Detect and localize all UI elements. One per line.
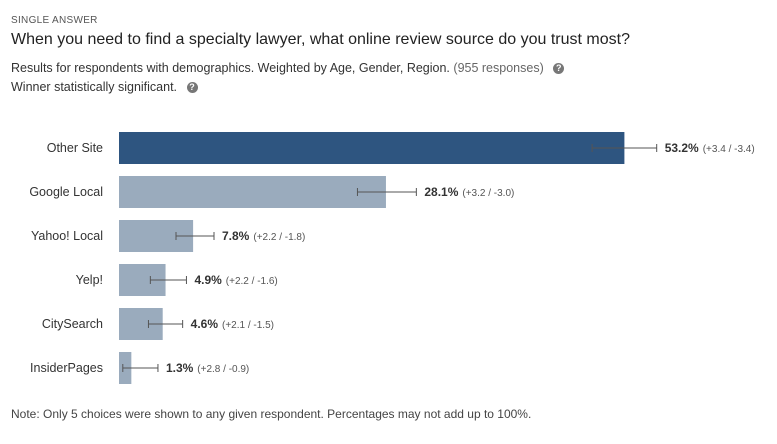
value-percent: 28.1% <box>424 185 458 199</box>
significance-info: Winner statistically significant. ? <box>11 80 198 94</box>
value-label: 53.2% (+3.4 / -3.4) <box>665 141 755 155</box>
answer-type-label: SINGLE ANSWER <box>11 15 98 26</box>
value-percent: 4.9% <box>194 273 222 287</box>
category-label: Yahoo! Local <box>31 229 103 243</box>
category-label: Yelp! <box>76 273 103 287</box>
value-label: 7.8% (+2.2 / -1.8) <box>222 229 305 243</box>
category-label: Other Site <box>47 141 103 155</box>
category-label: CitySearch <box>42 317 103 331</box>
value-percent: 1.3% <box>166 361 194 375</box>
results-info: Results for respondents with demographic… <box>11 61 565 75</box>
margin-of-error: (+2.1 / -1.5) <box>222 320 274 331</box>
margin-of-error: (+3.4 / -3.4) <box>703 144 755 155</box>
footnote: Note: Only 5 choices were shown to any g… <box>11 407 532 421</box>
winner-text: Winner statistically significant. <box>11 80 178 94</box>
value-percent: 7.8% <box>222 229 250 243</box>
bar <box>119 132 625 164</box>
category-label: InsiderPages <box>30 361 103 375</box>
results-bar-chart: Other Site 53.2% (+3.4 / -3.4) Google Local… <box>29 132 755 384</box>
bar <box>119 176 386 208</box>
margin-of-error: (+3.2 / -3.0) <box>462 188 514 199</box>
value-percent: 53.2% <box>665 141 699 155</box>
results-text: Results for respondents with demographic… <box>11 61 450 75</box>
value-label: 4.6% (+2.1 / -1.5) <box>191 317 274 331</box>
value-label: 28.1% (+3.2 / -3.0) <box>424 185 514 199</box>
value-label: 1.3% (+2.8 / -0.9) <box>166 361 249 375</box>
margin-of-error: (+2.8 / -0.9) <box>197 364 249 375</box>
margin-of-error: (+2.2 / -1.8) <box>253 232 305 243</box>
margin-of-error: (+2.2 / -1.6) <box>226 276 278 287</box>
value-percent: 4.6% <box>191 317 219 331</box>
question-circle-icon[interactable]: ? <box>553 63 565 74</box>
response-count: (955 responses) <box>453 61 544 75</box>
value-label: 4.9% (+2.2 / -1.6) <box>194 273 277 287</box>
question-title: When you need to find a specialty lawyer… <box>11 31 630 48</box>
question-circle-icon[interactable]: ? <box>186 82 198 93</box>
category-label: Google Local <box>29 185 103 199</box>
